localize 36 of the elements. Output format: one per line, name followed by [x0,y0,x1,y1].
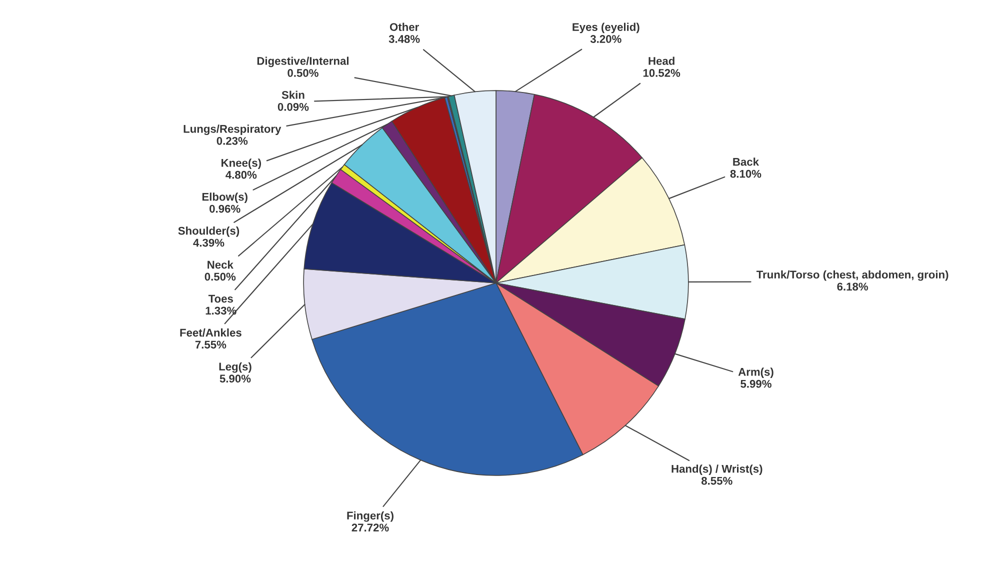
data-label: 10.52% [643,69,680,77]
slice-label: Head [648,56,674,65]
data-label: 0.09% [278,102,309,111]
data-label: 5.90% [220,374,251,383]
slice-label: Leg(s) [219,362,252,373]
slice-label: Skin [282,90,304,99]
data-label: 4.39% [193,238,224,247]
data-label: 6.18% [837,282,868,291]
data-label: 4.80% [226,170,257,179]
slice-label: Neck [208,260,234,269]
slice-label: Knee(s) [222,158,261,169]
slice-label: Other [390,22,419,31]
slice-label: Back [733,158,760,166]
data-label: 3.20% [590,35,622,43]
data-label: 0.50% [204,272,236,281]
slice-label: Finger(s) [347,511,394,522]
slice-label: Elbow(s) [202,192,248,203]
data-label: 0.50% [288,69,318,77]
slice-label: Arm(s) [738,368,774,378]
data-label: 8.10% [730,170,762,178]
data-label: 0.23% [216,136,248,145]
slice-label: Toes [208,294,233,303]
slice-label: Trunk/Torso (chest, abdomen, groin) [756,270,948,281]
data-label: 7.55% [195,340,226,349]
slice-label: Digestive/Internal [257,56,348,68]
slice-label: Lungs/Respiratory [184,124,282,136]
data-label: 8.55% [701,476,732,485]
slice-label: Feet/Ankles [180,328,242,337]
data-label: 5.99% [740,380,772,388]
slice-label: Hand(s) / Wrist(s) [672,464,762,475]
data-label: 1.33% [206,306,236,315]
data-label: 3.48% [388,35,420,43]
slice-label: Eyes (eyelid) [572,22,640,34]
slice-label: Shoulder(s) [178,226,240,237]
data-label: 0.96% [210,204,240,213]
data-label: 27.72% [352,524,389,532]
